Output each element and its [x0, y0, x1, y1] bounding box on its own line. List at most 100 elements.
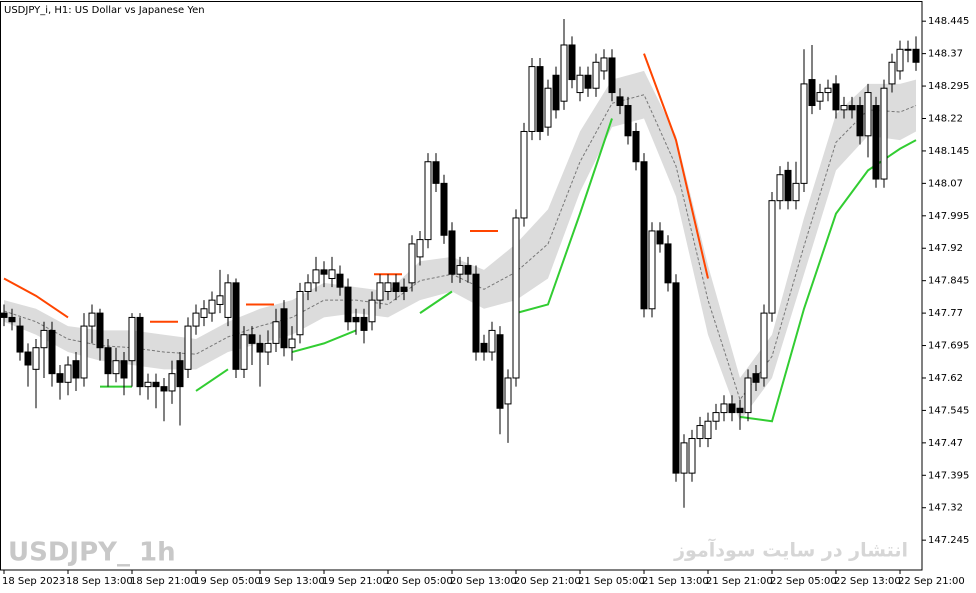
candle-body — [304, 282, 312, 292]
y-tick-label: 147.695 — [928, 341, 969, 352]
trend-line — [643, 53, 709, 279]
candle-body — [608, 57, 616, 94]
x-tick-label: 20 Sep 21:00 — [514, 576, 581, 587]
candle-body — [96, 312, 104, 349]
candle-body — [800, 83, 808, 184]
candle-body — [272, 321, 280, 344]
x-tick-label: 21 Sep 13:00 — [642, 576, 709, 587]
candle-body — [520, 130, 528, 219]
candle-body — [368, 299, 376, 323]
candle-body — [488, 329, 496, 353]
candle-body — [848, 105, 856, 111]
candle-body — [792, 182, 800, 202]
candle-body — [72, 360, 80, 379]
candle-body — [496, 334, 504, 409]
y-tick-label: 147.47 — [928, 438, 963, 449]
candle-body — [200, 308, 208, 318]
candle-body — [432, 161, 440, 184]
candle-body — [280, 308, 288, 349]
x-tick-label: 19 Sep 21:00 — [322, 576, 389, 587]
band-area — [4, 70, 916, 422]
candle-body — [192, 312, 200, 327]
candle-body — [672, 282, 680, 474]
candle-body — [760, 312, 768, 379]
y-tick-label: 147.62 — [928, 373, 963, 384]
y-tick-label: 147.395 — [928, 470, 969, 481]
candle-body — [424, 161, 432, 241]
candle-body — [872, 105, 880, 180]
candle-body — [8, 316, 16, 323]
candle-body — [888, 61, 896, 85]
candle-body — [256, 342, 264, 353]
x-tick-label: 20 Sep 05:00 — [386, 576, 453, 587]
candle-body — [16, 325, 24, 353]
candle-body — [216, 295, 224, 305]
candle-body — [896, 48, 904, 72]
trend-line — [515, 118, 613, 315]
candle-body — [752, 373, 760, 383]
x-tick-label: 21 Sep 05:00 — [578, 576, 645, 587]
x-tick-label: 18 Sep 13:00 — [66, 576, 133, 587]
y-tick-label: 147.995 — [928, 211, 969, 222]
x-tick-label: 22 Sep 21:00 — [898, 576, 965, 587]
candle-body — [312, 269, 320, 284]
candle-body — [88, 312, 96, 327]
candle-body — [504, 377, 512, 405]
candle-body — [736, 407, 744, 414]
x-tick-label: 18 Sep 21:00 — [130, 576, 197, 587]
candle-body — [696, 425, 704, 440]
candle-body — [264, 342, 272, 353]
candle-body — [208, 299, 216, 314]
trend-line — [739, 139, 917, 423]
candle-body — [48, 329, 56, 375]
candle-body — [664, 243, 672, 284]
candle-body — [720, 403, 728, 414]
candle-body — [144, 381, 152, 388]
candle-body — [320, 269, 328, 275]
y-tick-label: 148.07 — [928, 178, 963, 189]
candle-body — [688, 438, 696, 474]
candle-body — [448, 230, 456, 275]
y-tick-label: 147.92 — [928, 243, 963, 254]
candle-body — [632, 130, 640, 163]
candle-body — [56, 373, 64, 383]
y-tick-label: 148.37 — [928, 49, 963, 60]
candle-body — [184, 325, 192, 370]
candle-body — [352, 316, 360, 323]
candle-body — [808, 79, 816, 107]
candle-body — [104, 347, 112, 375]
candle-body — [160, 386, 168, 392]
candle-body — [584, 74, 592, 89]
site-watermark: انتشار در سایت سودآموز — [673, 538, 908, 562]
candle-body — [728, 403, 736, 414]
candle-body — [336, 273, 344, 288]
candle-body — [152, 381, 160, 388]
candle-body — [24, 351, 32, 366]
candle-body — [784, 169, 792, 202]
candle-body — [856, 105, 864, 137]
y-tick-label: 148.445 — [928, 16, 969, 27]
candle-body — [240, 334, 248, 370]
candle-body — [128, 316, 136, 362]
trend-line — [291, 329, 357, 353]
candle-body — [224, 282, 232, 318]
candle-body — [600, 57, 608, 72]
candle-body — [776, 174, 784, 202]
candle-body — [824, 87, 832, 94]
x-tick-label: 21 Sep 21:00 — [706, 576, 773, 587]
trend-line — [419, 290, 453, 314]
x-tick-label: 19 Sep 05:00 — [194, 576, 261, 587]
candle-body — [560, 44, 568, 102]
candle-body — [840, 105, 848, 111]
candle-body — [288, 338, 296, 349]
y-tick-label: 147.77 — [928, 308, 963, 319]
candle-body — [0, 312, 8, 318]
candle-body — [32, 347, 40, 370]
candle-body — [536, 66, 544, 132]
candle-body — [80, 325, 88, 379]
x-tick-label: 19 Sep 13:00 — [258, 576, 325, 587]
candle-body — [408, 243, 416, 284]
candle-body — [384, 282, 392, 292]
candle-body — [656, 230, 664, 245]
candle-body — [64, 364, 72, 383]
